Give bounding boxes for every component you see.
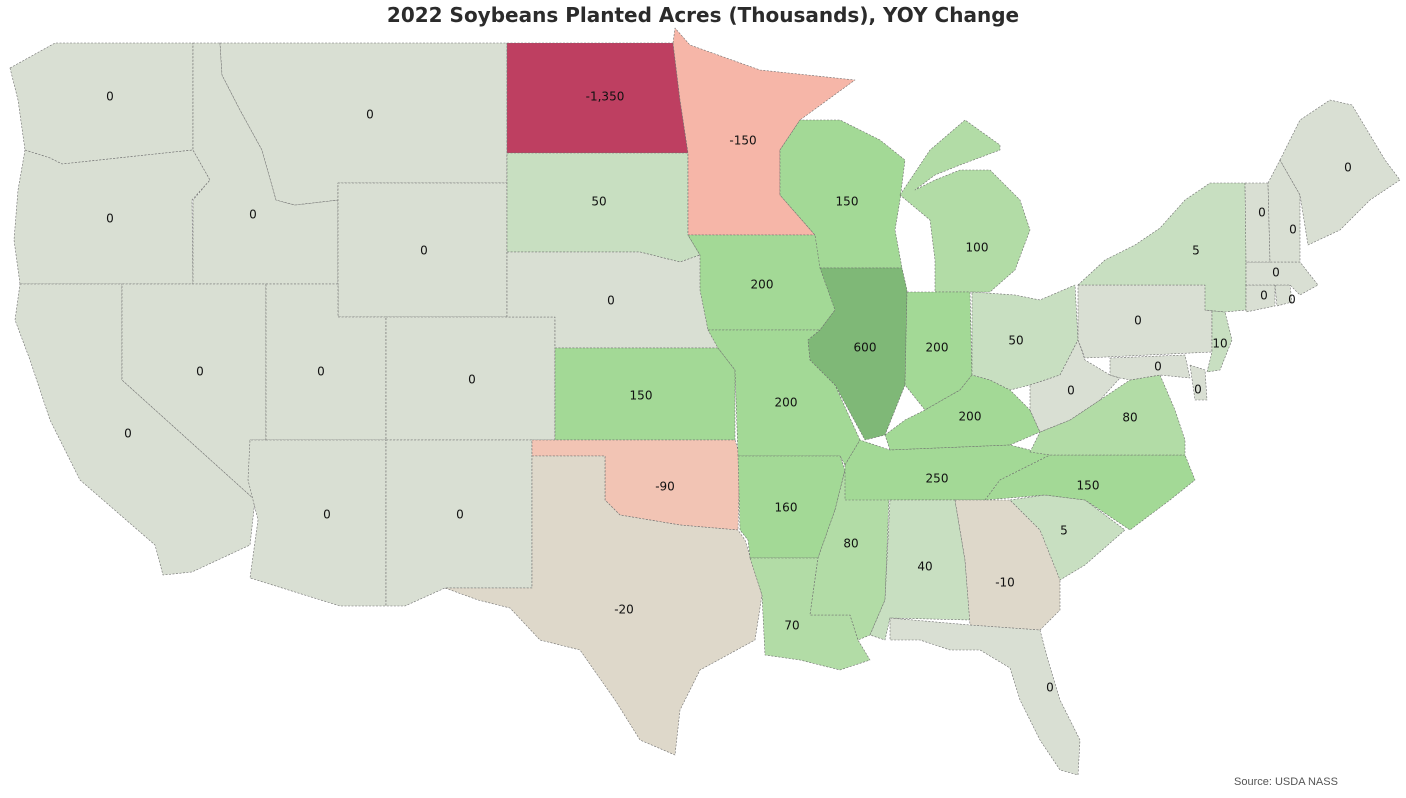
state-label-oh: 50 (1008, 334, 1023, 348)
state-label-co: 0 (468, 373, 476, 387)
state-label-al: 40 (917, 560, 932, 574)
state-label-nv: 0 (196, 365, 204, 379)
state-label-vt: 0 (1258, 206, 1266, 220)
state-id[interactable] (192, 42, 339, 285)
state-tx[interactable] (444, 455, 763, 756)
state-ri[interactable] (1274, 284, 1293, 307)
state-fl[interactable] (889, 617, 1081, 776)
state-wv[interactable] (1029, 339, 1121, 433)
state-label-tn: 250 (926, 472, 949, 486)
state-sc[interactable] (1009, 494, 1126, 581)
state-label-la: 70 (784, 619, 799, 633)
state-label-ar: 160 (775, 501, 798, 515)
state-label-mn: -150 (729, 134, 756, 148)
state-wi[interactable] (779, 119, 906, 269)
state-il[interactable] (807, 267, 908, 441)
state-label-az: 0 (323, 508, 331, 522)
state-nj[interactable] (1204, 304, 1233, 373)
state-label-in: 200 (926, 341, 949, 355)
state-wa[interactable] (9, 42, 194, 165)
state-label-md: 0 (1154, 360, 1162, 374)
state-nh[interactable] (1267, 159, 1301, 263)
state-me[interactable] (1279, 99, 1401, 246)
state-label-sd: 50 (591, 195, 606, 209)
state-label-wa: 0 (106, 90, 114, 104)
state-label-or: 0 (106, 212, 114, 226)
state-ar[interactable] (737, 455, 846, 559)
map-title: 2022 Soybeans Planted Acres (Thousands),… (386, 3, 1020, 27)
state-label-nj: 10 (1212, 337, 1227, 351)
state-label-ms: 80 (843, 537, 858, 551)
state-label-sc: 5 (1060, 524, 1068, 538)
state-label-nd: -1,350 (586, 90, 625, 104)
state-label-nm: 0 (456, 508, 464, 522)
state-label-mi: 100 (966, 241, 989, 255)
state-label-ct: 0 (1260, 289, 1268, 303)
state-label-ky: 200 (959, 410, 982, 424)
state-or[interactable] (13, 149, 211, 285)
state-label-me: 0 (1344, 161, 1352, 175)
state-label-wy: 0 (420, 244, 428, 258)
state-label-pa: 0 (1134, 314, 1142, 328)
state-mo[interactable] (707, 329, 861, 466)
state-label-ma: 0 (1272, 266, 1280, 280)
state-nm[interactable] (385, 439, 533, 607)
state-label-wi: 150 (836, 195, 859, 209)
state-label-ne: 0 (607, 294, 615, 308)
state-label-ri: 0 (1288, 293, 1296, 307)
state-label-ia: 200 (751, 278, 774, 292)
state-label-ok: -90 (655, 480, 675, 494)
state-label-de: 0 (1194, 383, 1202, 397)
state-mt[interactable] (219, 42, 508, 206)
state-nc[interactable] (984, 454, 1196, 531)
state-label-tx: -20 (614, 603, 634, 617)
source-note: Source: USDA NASS (1234, 776, 1338, 788)
state-mi[interactable] (899, 119, 1031, 293)
state-label-il: 600 (854, 341, 877, 355)
state-label-va: 80 (1122, 411, 1137, 425)
state-label-ks: 150 (630, 389, 653, 403)
state-label-wv: 0 (1067, 384, 1075, 398)
state-label-mo: 200 (775, 396, 798, 410)
state-label-ca: 0 (124, 427, 132, 441)
state-az[interactable] (247, 439, 387, 607)
state-vt[interactable] (1244, 182, 1271, 263)
state-label-nc: 150 (1077, 479, 1100, 493)
state-label-ny: 5 (1192, 244, 1200, 258)
state-label-ga: -10 (995, 576, 1015, 590)
state-pa[interactable] (1077, 284, 1213, 359)
state-md[interactable] (1109, 354, 1191, 381)
state-ga[interactable] (954, 499, 1061, 631)
state-label-mt: 0 (366, 108, 374, 122)
state-label-ut: 0 (317, 365, 325, 379)
state-label-nh: 0 (1289, 223, 1297, 237)
state-label-id: 0 (249, 208, 257, 222)
state-de[interactable] (1189, 364, 1208, 401)
state-ks[interactable] (554, 347, 736, 441)
state-label-fl: 0 (1046, 681, 1054, 695)
